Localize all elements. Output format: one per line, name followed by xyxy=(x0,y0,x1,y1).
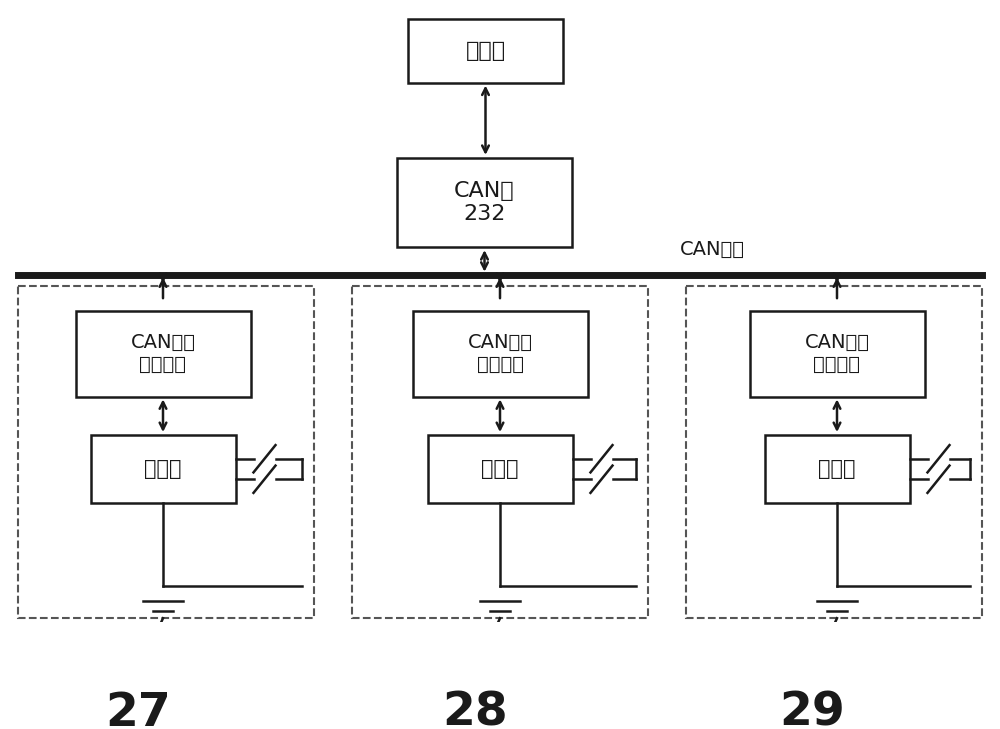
Text: 单片机: 单片机 xyxy=(144,459,182,479)
Text: 单片机: 单片机 xyxy=(481,459,519,479)
Bar xyxy=(90,435,236,503)
Text: CAN总线
收发芯片: CAN总线 收发芯片 xyxy=(130,333,196,375)
Text: CAN总线: CAN总线 xyxy=(680,241,745,260)
Text: CAN转
232: CAN转 232 xyxy=(454,181,515,224)
Text: CAN总线
收发芯片: CAN总线 收发芯片 xyxy=(468,333,532,375)
Bar xyxy=(397,157,572,247)
Bar xyxy=(765,435,910,503)
Bar xyxy=(686,286,982,618)
Bar xyxy=(750,311,924,397)
Text: 27: 27 xyxy=(105,690,171,729)
Text: 单片机: 单片机 xyxy=(818,459,856,479)
Bar xyxy=(408,19,563,82)
Text: 工控机: 工控机 xyxy=(465,41,506,61)
Text: 29: 29 xyxy=(779,690,845,729)
Bar xyxy=(76,311,250,397)
Bar xyxy=(18,286,314,618)
Bar xyxy=(352,286,648,618)
Bar xyxy=(428,435,572,503)
Bar xyxy=(413,311,588,397)
Text: CAN总线
收发芯片: CAN总线 收发芯片 xyxy=(804,333,870,375)
Text: 28: 28 xyxy=(442,690,508,729)
